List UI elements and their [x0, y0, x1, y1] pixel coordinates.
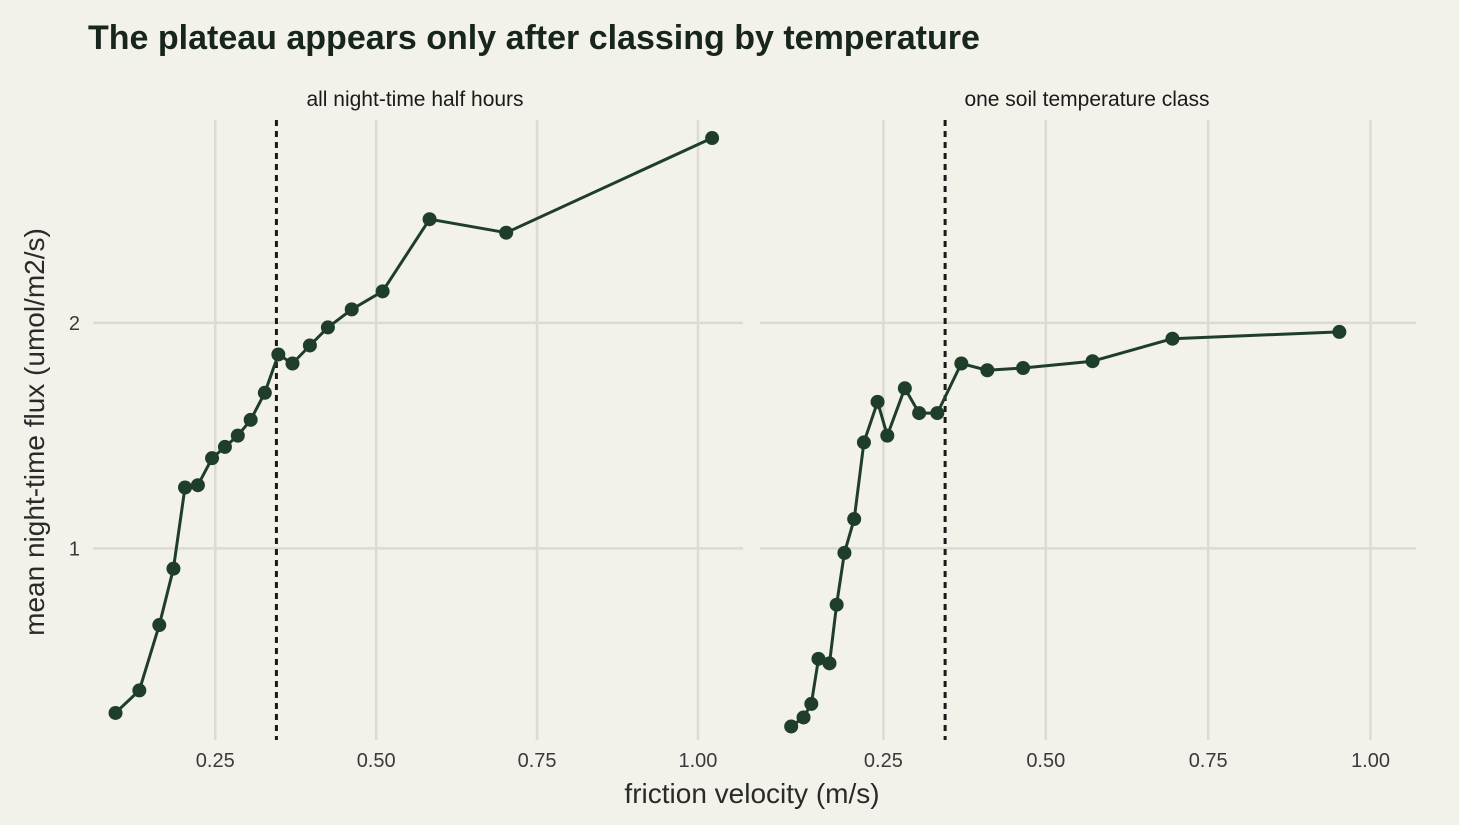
panel-strip-soil-temperature: one soil temperature class: [964, 88, 1209, 111]
data-point: [1085, 354, 1100, 369]
data-point: [205, 451, 220, 466]
data-point: [302, 338, 317, 353]
data-point: [375, 284, 390, 299]
plot-area: 0.25 0.50 0.75 1.00 1 2 0.25 0.50 0.75 1.00: [69, 120, 1416, 772]
data-point: [271, 347, 286, 362]
data-point: [784, 719, 799, 734]
data-point: [1332, 324, 1347, 339]
data-point: [870, 394, 885, 409]
data-point: [243, 412, 258, 427]
data-point: [811, 651, 826, 666]
x-tick-label: 1.00: [1351, 750, 1390, 772]
x-tick-label: 0.75: [518, 750, 557, 772]
x-tick-label: 0.50: [1026, 750, 1065, 772]
data-point: [847, 512, 862, 527]
panel-strip-all-night: all night-time half hours: [306, 88, 523, 111]
data-point: [422, 212, 437, 227]
x-tick-label: 1.00: [678, 750, 717, 772]
data-point: [108, 705, 123, 720]
data-point: [856, 435, 871, 450]
y-tick-label: 2: [69, 313, 80, 335]
data-point: [796, 710, 811, 725]
data-point: [930, 406, 945, 421]
series-line: [790, 330, 1340, 728]
x-tick-label: 0.25: [196, 750, 235, 772]
y-tick-label: 1: [69, 538, 80, 560]
data-point: [822, 656, 837, 671]
data-point: [954, 356, 969, 371]
x-tick-label: 0.75: [1189, 750, 1228, 772]
data-point: [499, 225, 514, 240]
data-point: [217, 439, 232, 454]
data-point: [166, 561, 181, 576]
data-point: [837, 545, 852, 560]
data-point: [912, 406, 927, 421]
data-point: [132, 683, 147, 698]
data-point: [1165, 331, 1180, 346]
data-point: [980, 363, 995, 378]
data-point: [190, 478, 205, 493]
data-point: [880, 428, 895, 443]
data-point: [320, 320, 335, 335]
data-point: [705, 131, 720, 146]
series-line: [114, 136, 713, 714]
data-point: [178, 480, 193, 495]
y-axis-title: mean night-time flux (umol/m2/s): [19, 228, 50, 636]
x-tick-label: 0.50: [357, 750, 396, 772]
data-point: [897, 381, 912, 396]
data-point: [285, 356, 300, 371]
data-point: [1016, 361, 1031, 375]
data-point: [230, 428, 245, 443]
data-point: [344, 302, 359, 317]
x-tick-label: 0.25: [864, 750, 903, 772]
data-point: [257, 385, 272, 400]
data-point: [804, 696, 819, 711]
data-point: [829, 597, 844, 612]
chart-title: The plateau appears only after classing …: [88, 19, 980, 57]
data-point: [152, 618, 167, 633]
x-axis-title: friction velocity (m/s): [624, 778, 879, 809]
